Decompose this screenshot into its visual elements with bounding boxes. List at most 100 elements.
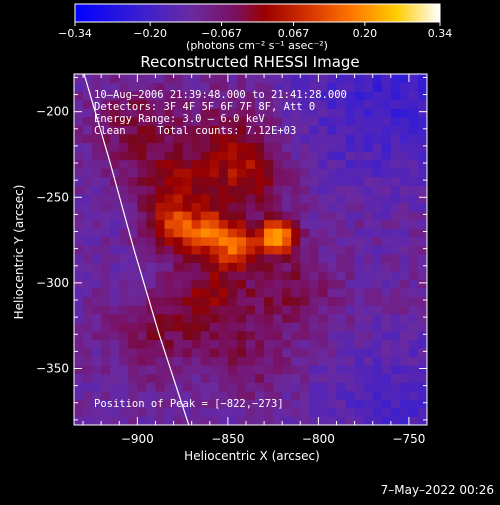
heatmap-cell [209, 99, 220, 109]
heatmap-cell [245, 210, 256, 221]
heatmap-cell [282, 416, 292, 425]
heatmap-cell [291, 151, 301, 161]
heatmap-cell [381, 108, 392, 118]
heatmap-cell [110, 296, 120, 306]
heatmap-cell [173, 91, 184, 101]
heatmap-cell [74, 159, 84, 169]
heatmap-cell [218, 253, 229, 263]
heatmap-cell [309, 74, 319, 84]
heatmap-cell [245, 236, 256, 246]
heatmap-cell [282, 202, 292, 212]
heatmap-cell [182, 339, 193, 349]
heatmap-cell [137, 373, 148, 383]
heatmap-cell [417, 108, 427, 118]
heatmap-cell [110, 168, 120, 178]
heatmap-cell [128, 407, 138, 418]
heatmap-cell [381, 270, 392, 281]
heatmap-cell [119, 296, 129, 306]
heatmap-cell [209, 228, 220, 238]
heatmap-cell [327, 407, 338, 418]
heatmap-cell [146, 168, 157, 178]
heatmap-cell [408, 279, 419, 289]
heatmap-cell [209, 382, 220, 392]
heatmap-cell [200, 313, 211, 323]
heatmap-cell [155, 142, 166, 152]
heatmap-cell [327, 245, 338, 255]
heatmap-cell [390, 296, 401, 306]
heatmap-cell [255, 279, 265, 289]
heatmap-cell [300, 296, 310, 306]
heatmap-cell [372, 193, 383, 204]
heatmap-cell [83, 74, 93, 84]
heatmap-cell [372, 322, 383, 332]
heatmap-cell [372, 262, 383, 272]
heatmap-cell [128, 125, 138, 135]
heatmap-cell [273, 262, 283, 272]
heatmap-cell [363, 159, 374, 169]
heatmap-cell [354, 74, 365, 84]
heatmap-cell [300, 382, 310, 392]
heatmap-cell [354, 365, 365, 375]
footer-date: 7–May–2022 00:26 [381, 483, 494, 497]
heatmap-cell [417, 322, 427, 332]
heatmap-cell [236, 99, 247, 109]
heatmap-cell [164, 399, 175, 409]
heatmap-cell [318, 416, 329, 425]
heatmap-cell [119, 245, 129, 255]
heatmap-cell [74, 151, 84, 161]
heatmap-cell [264, 176, 274, 186]
heatmap-cell [417, 270, 427, 281]
heatmap-cell [83, 245, 93, 255]
heatmap-cell [200, 133, 211, 144]
heatmap-cell [345, 313, 356, 323]
heatmap-cell [209, 296, 220, 306]
heatmap-cell [119, 322, 129, 332]
y-tick-label: −200 [36, 105, 69, 119]
heatmap-cell [173, 416, 184, 425]
heatmap-cell [83, 339, 93, 349]
heatmap-cell [110, 151, 120, 161]
heatmap-cell [273, 390, 283, 400]
heatmap-cell [92, 74, 102, 84]
heatmap-cell [291, 305, 301, 315]
heatmap-cell [255, 373, 265, 383]
colorbar-tick-label: −0.067 [201, 27, 242, 40]
heatmap-cell [137, 219, 148, 229]
heatmap-cell [128, 390, 138, 400]
solar-limb-line [83, 74, 190, 425]
heatmap-cell [300, 270, 310, 281]
heatmap-cell [110, 219, 120, 229]
heatmap-cell [200, 279, 211, 289]
heatmap-cell [101, 228, 111, 238]
heatmap-cell [83, 151, 93, 161]
heatmap-cell [300, 99, 310, 109]
heatmap-cell [381, 236, 392, 246]
heatmap-cell [191, 193, 202, 204]
heatmap-cell [155, 168, 166, 178]
heatmap-cell [363, 399, 374, 409]
heatmap-cell [119, 279, 129, 289]
heatmap-cell [245, 82, 256, 92]
heatmap-cell [345, 159, 356, 169]
heatmap-cell [318, 305, 329, 315]
heatmap-cell [273, 185, 283, 195]
heatmap-cell [282, 99, 292, 109]
heatmap-cell [209, 262, 220, 272]
heatmap-cell [408, 125, 419, 135]
heatmap-cell [264, 339, 274, 349]
heatmap-cell [155, 296, 166, 306]
heatmap-cell [164, 219, 175, 229]
heatmap-cell [264, 245, 274, 255]
heatmap-cell [173, 210, 184, 221]
heatmap-cell [218, 279, 229, 289]
heatmap-cell [227, 313, 238, 323]
heatmap-cell [417, 133, 427, 144]
heatmap-cell [74, 356, 84, 366]
heatmap-cell [155, 99, 166, 109]
heatmap-cell [309, 193, 319, 204]
heatmap-cell [300, 339, 310, 349]
heatmap-cell [390, 133, 401, 144]
heatmap-cell [182, 142, 193, 152]
heatmap-cell [83, 133, 93, 144]
heatmap-cell [381, 151, 392, 161]
